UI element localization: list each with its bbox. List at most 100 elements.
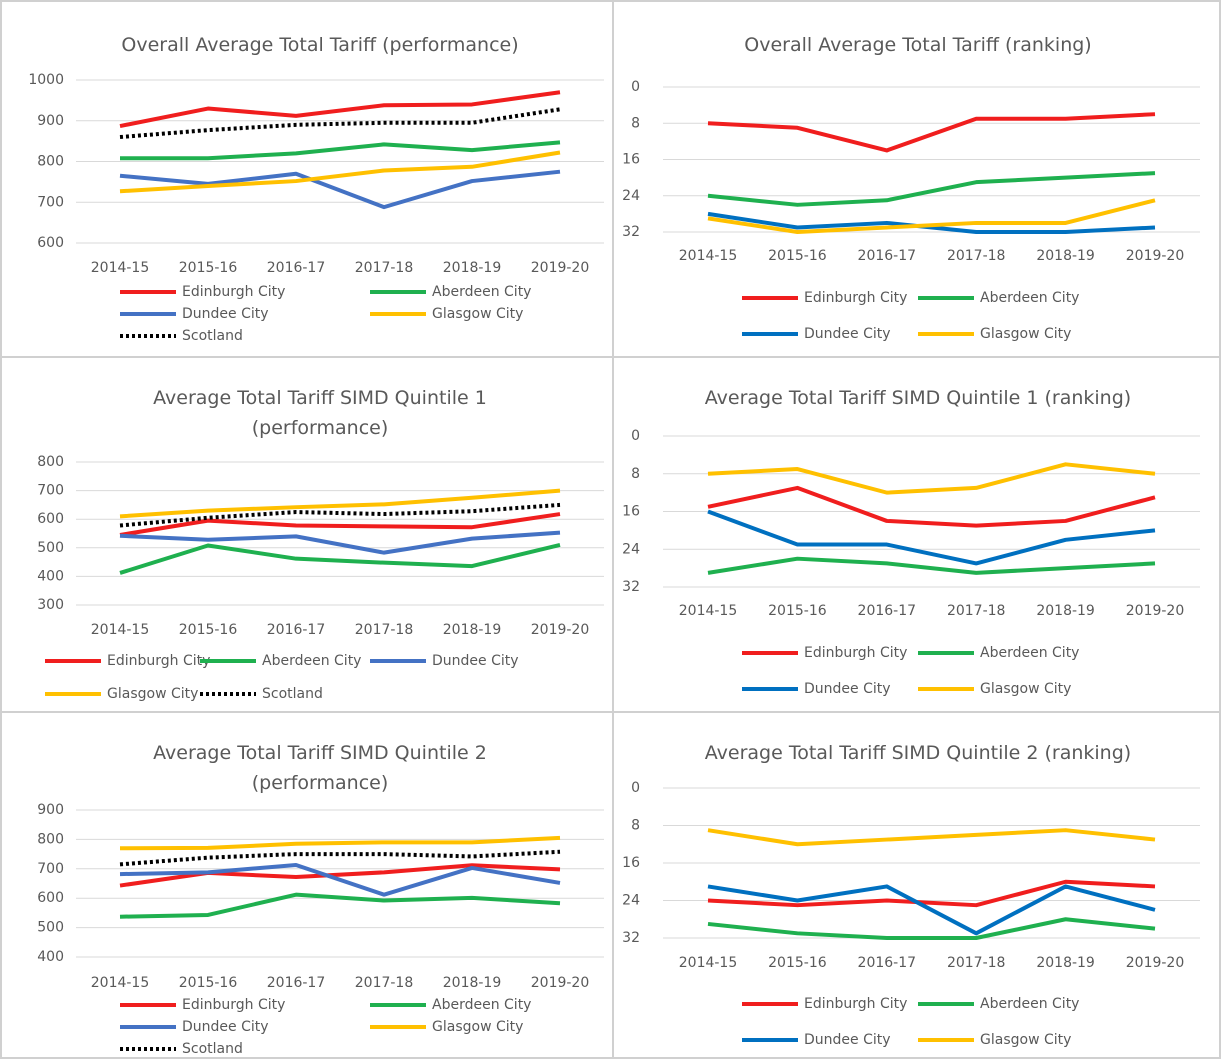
chart-title: Overall Average Total Tariff (ranking): [744, 34, 1092, 56]
series-line: [119, 849, 561, 867]
chart-title: Average Total Tariff SIMD Quintile 1 (pe…: [153, 387, 487, 439]
x-tick-label: 2015-16: [179, 975, 238, 991]
x-tick-label: 2014-15: [679, 248, 738, 264]
chart-title: Average Total Tariff SIMD Quintile 1 (ra…: [704, 387, 1132, 409]
x-tick-label: 2019-20: [531, 975, 590, 991]
y-tick-label: 8: [631, 115, 640, 131]
legend-label: Dundee City: [182, 1019, 269, 1035]
x-tick-label: 2018-19: [1036, 603, 1095, 619]
x-tick-label: 2016-17: [858, 603, 917, 619]
legend-label: Dundee City: [804, 681, 891, 697]
y-tick-label: 24: [622, 541, 640, 557]
x-tick-label: 2017-18: [947, 603, 1006, 619]
series-line: [119, 863, 561, 888]
y-tick-label: 16: [622, 504, 640, 520]
x-tick-label: 2015-16: [768, 603, 827, 619]
y-tick-label: 0: [631, 428, 640, 444]
y-tick-label: 8: [631, 466, 640, 482]
x-tick-label: 2018-19: [443, 622, 502, 638]
legend-label: Glasgow City: [980, 681, 1071, 697]
series-line: [119, 835, 561, 851]
y-tick-label: 600: [37, 235, 64, 251]
legend-label: Dundee City: [804, 326, 891, 342]
legend-label: Aberdeen City: [432, 284, 531, 300]
legend-label: Scotland: [182, 328, 243, 344]
y-tick-label: 700: [37, 861, 64, 877]
y-tick-label: 500: [37, 540, 64, 556]
legend-label: Scotland: [182, 1041, 243, 1057]
y-tick-label: 32: [622, 579, 640, 595]
series-line: [119, 542, 561, 575]
legend-label: Dundee City: [432, 653, 519, 669]
x-tick-label: 2019-20: [1126, 955, 1185, 971]
y-tick-label: 800: [37, 454, 64, 470]
x-tick-label: 2015-16: [768, 955, 827, 971]
x-tick-label: 2018-19: [443, 260, 502, 276]
x-tick-label: 2018-19: [443, 975, 502, 991]
y-tick-label: 800: [37, 154, 64, 170]
series-line: [707, 462, 1156, 495]
legend-label: Aberdeen City: [262, 653, 361, 669]
series-line: [119, 502, 561, 528]
y-tick-label: 1000: [28, 72, 64, 88]
x-tick-label: 2016-17: [267, 260, 326, 276]
x-tick-label: 2018-19: [1036, 955, 1095, 971]
y-tick-label: 900: [37, 113, 64, 129]
x-tick-label: 2014-15: [91, 975, 150, 991]
x-tick-label: 2014-15: [91, 260, 150, 276]
x-tick-label: 2019-20: [531, 622, 590, 638]
series-line: [707, 211, 1156, 234]
x-tick-label: 2019-20: [1126, 603, 1185, 619]
x-tick-label: 2017-18: [947, 955, 1006, 971]
series-line: [707, 556, 1156, 575]
legend-label: Dundee City: [182, 306, 269, 322]
legend-label: Edinburgh City: [804, 290, 907, 306]
chart-title: Overall Average Total Tariff (performanc…: [121, 34, 519, 56]
series-line: [119, 530, 561, 555]
series-line: [707, 171, 1156, 207]
y-tick-label: 400: [37, 949, 64, 965]
legend-label: Edinburgh City: [107, 653, 210, 669]
y-tick-label: 32: [622, 224, 640, 240]
y-tick-label: 700: [37, 483, 64, 499]
legend-label: Aberdeen City: [980, 645, 1079, 661]
x-tick-label: 2015-16: [179, 260, 238, 276]
x-tick-label: 2017-18: [947, 248, 1006, 264]
legend-label: Glasgow City: [980, 326, 1071, 342]
legend-label: Edinburgh City: [182, 997, 285, 1013]
y-tick-label: 16: [622, 855, 640, 871]
legend-label: Edinburgh City: [804, 996, 907, 1012]
y-tick-label: 800: [37, 831, 64, 847]
y-tick-label: 32: [622, 930, 640, 946]
series-line: [119, 150, 561, 194]
y-tick-label: 600: [37, 511, 64, 527]
y-tick-label: 0: [631, 79, 640, 95]
series-line: [707, 884, 1156, 936]
series-line: [707, 509, 1156, 566]
series-line: [119, 488, 561, 519]
x-tick-label: 2016-17: [267, 975, 326, 991]
legend-label: Edinburgh City: [804, 645, 907, 661]
series-line: [119, 892, 561, 919]
x-tick-label: 2015-16: [179, 622, 238, 638]
y-tick-label: 700: [37, 194, 64, 210]
legend-label: Glasgow City: [432, 1019, 523, 1035]
series-line: [707, 198, 1156, 234]
series-line: [119, 107, 561, 140]
legend-label: Dundee City: [804, 1032, 891, 1048]
y-tick-label: 16: [622, 152, 640, 168]
legend-label: Edinburgh City: [182, 284, 285, 300]
y-tick-label: 300: [37, 597, 64, 613]
series-line: [707, 917, 1156, 940]
y-tick-label: 8: [631, 818, 640, 834]
chart-title: Average Total Tariff SIMD Quintile 2 (ra…: [704, 742, 1132, 764]
y-tick-label: 400: [37, 568, 64, 584]
y-tick-label: 900: [37, 802, 64, 818]
series-line: [707, 828, 1156, 847]
y-tick-label: 500: [37, 920, 64, 936]
legend-label: Glasgow City: [107, 686, 198, 702]
legend-label: Aberdeen City: [980, 996, 1079, 1012]
